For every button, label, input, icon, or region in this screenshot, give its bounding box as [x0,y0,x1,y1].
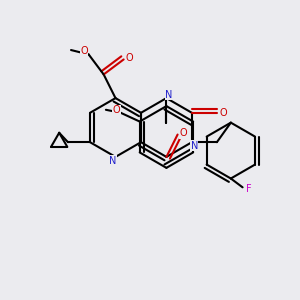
Text: N: N [190,141,198,151]
Text: O: O [180,128,188,138]
Text: N: N [110,155,117,166]
Text: F: F [246,184,251,194]
Text: O: O [220,108,227,118]
Text: O: O [80,46,88,56]
Text: N: N [165,89,172,100]
Text: O: O [112,105,120,115]
Text: O: O [126,53,134,63]
